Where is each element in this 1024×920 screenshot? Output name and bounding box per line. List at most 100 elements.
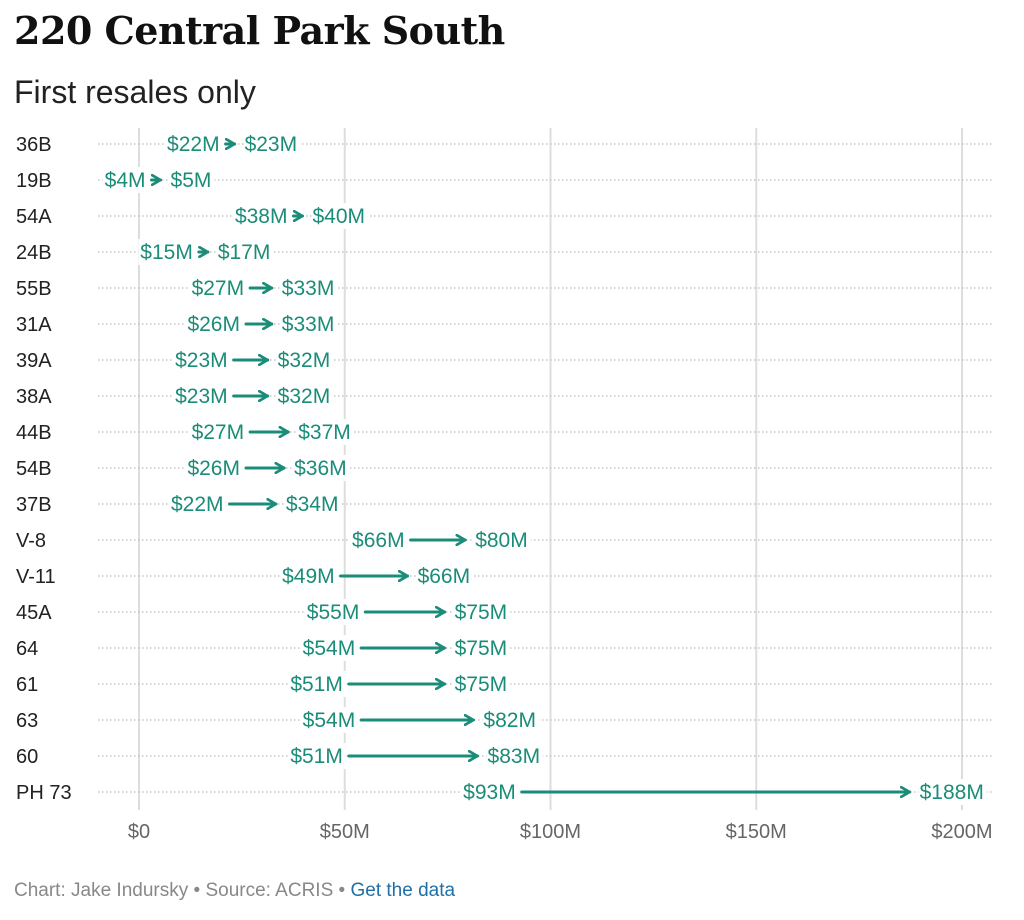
row-label: 44B bbox=[16, 422, 52, 444]
from-value-label: $4M bbox=[105, 169, 146, 192]
label-backing bbox=[169, 167, 215, 193]
label-backing bbox=[461, 779, 520, 805]
from-value-label: $27M bbox=[192, 277, 245, 300]
label-backing bbox=[185, 455, 244, 481]
row-label: 60 bbox=[16, 746, 38, 768]
chart-footer: Chart: Jake Indursky • Source: ACRIS • G… bbox=[14, 880, 455, 902]
footer-credit: Chart: Jake Indursky bbox=[14, 880, 189, 901]
label-backing bbox=[453, 599, 511, 625]
from-value-label: $27M bbox=[192, 421, 245, 444]
row-label: 54B bbox=[16, 458, 52, 480]
row-label: 63 bbox=[16, 710, 38, 732]
to-value-label: $34M bbox=[286, 493, 339, 516]
label-backing bbox=[216, 239, 274, 265]
to-value-label: $40M bbox=[312, 205, 365, 228]
to-value-label: $83M bbox=[488, 745, 541, 768]
from-value-label: $55M bbox=[307, 601, 360, 624]
label-backing bbox=[189, 275, 249, 301]
label-backing bbox=[284, 491, 342, 517]
to-value-label: $33M bbox=[282, 277, 335, 300]
from-value-label: $54M bbox=[303, 709, 356, 732]
from-value-label: $93M bbox=[463, 781, 516, 804]
to-value-label: $75M bbox=[455, 673, 508, 696]
label-backing bbox=[189, 419, 249, 445]
get-the-data-link[interactable]: Get the data bbox=[350, 880, 456, 901]
from-value-label: $23M bbox=[175, 349, 228, 372]
label-backing bbox=[918, 779, 987, 805]
label-backing bbox=[276, 347, 334, 373]
chart-subtitle: First resales only bbox=[14, 74, 256, 110]
row-label: PH 73 bbox=[16, 782, 72, 804]
to-value-label: $23M bbox=[245, 133, 298, 156]
label-backing bbox=[297, 419, 354, 445]
row-label: V-11 bbox=[16, 566, 56, 588]
row-label: 61 bbox=[16, 674, 38, 696]
footer-separator-2: • bbox=[338, 880, 346, 901]
label-backing bbox=[300, 635, 360, 661]
from-value-label: $51M bbox=[290, 745, 343, 768]
from-value-label: $22M bbox=[167, 133, 220, 156]
label-backing bbox=[102, 167, 150, 193]
row-label: 54A bbox=[16, 206, 52, 228]
from-value-label: $15M bbox=[140, 241, 193, 264]
label-backing bbox=[168, 491, 228, 517]
label-backing bbox=[453, 671, 511, 697]
x-tick-label: $50M bbox=[320, 821, 370, 843]
label-backing bbox=[293, 455, 350, 481]
row-label: V-8 bbox=[16, 530, 46, 552]
label-backing bbox=[300, 707, 360, 733]
x-tick-label: $150M bbox=[726, 821, 787, 843]
label-backing bbox=[280, 311, 338, 337]
label-backing bbox=[138, 239, 197, 265]
x-tick-label: $0 bbox=[128, 821, 150, 843]
row-label: 19B bbox=[16, 170, 52, 192]
label-backing bbox=[311, 203, 369, 229]
from-value-label: $22M bbox=[171, 493, 224, 516]
from-value-label: $38M bbox=[235, 205, 288, 228]
row-label: 37B bbox=[16, 494, 52, 516]
label-backing bbox=[165, 131, 224, 157]
from-value-label: $66M bbox=[352, 529, 405, 552]
label-backing bbox=[173, 347, 232, 373]
row-label: 64 bbox=[16, 638, 38, 660]
footer-separator: • bbox=[193, 880, 201, 901]
x-tick-label: $100M bbox=[520, 821, 581, 843]
from-value-label: $23M bbox=[175, 385, 228, 408]
label-backing bbox=[474, 527, 531, 553]
label-backing bbox=[350, 527, 409, 553]
row-label: 45A bbox=[16, 602, 52, 624]
label-backing bbox=[232, 203, 292, 229]
to-value-label: $75M bbox=[455, 601, 508, 624]
row-label: 38A bbox=[16, 386, 52, 408]
label-backing bbox=[304, 599, 364, 625]
label-backing bbox=[288, 671, 347, 697]
label-backing bbox=[416, 563, 474, 589]
to-value-label: $66M bbox=[418, 565, 471, 588]
row-label: 39A bbox=[16, 350, 52, 372]
to-value-label: $33M bbox=[282, 313, 335, 336]
to-value-label: $5M bbox=[171, 169, 212, 192]
to-value-label: $32M bbox=[278, 349, 331, 372]
label-backing bbox=[453, 635, 511, 661]
label-backing bbox=[482, 707, 539, 733]
row-label: 24B bbox=[16, 242, 52, 264]
row-label: 31A bbox=[16, 314, 52, 336]
chart-title: 220 Central Park South bbox=[14, 8, 505, 53]
to-value-label: $37M bbox=[298, 421, 351, 444]
to-value-label: $36M bbox=[294, 457, 347, 480]
label-backing bbox=[173, 383, 232, 409]
from-value-label: $26M bbox=[187, 313, 240, 336]
label-backing bbox=[243, 131, 301, 157]
from-value-label: $54M bbox=[303, 637, 356, 660]
row-label: 36B bbox=[16, 134, 52, 156]
footer-source: Source: ACRIS bbox=[205, 880, 334, 901]
to-value-label: $80M bbox=[475, 529, 528, 552]
arrow-range-chart: 36B $22M $23M 19B $4M $5M 54A $38M $40M 24B $15M $1… bbox=[16, 128, 993, 843]
data-marks: 36B $22M $23M 19B $4M $5M 54A $38M $40M 24B $15M $1… bbox=[16, 131, 987, 805]
to-value-label: $188M bbox=[920, 781, 984, 804]
from-value-label: $26M bbox=[187, 457, 240, 480]
label-backing bbox=[288, 743, 347, 769]
label-backing bbox=[185, 311, 244, 337]
from-value-label: $49M bbox=[282, 565, 335, 588]
label-backing bbox=[276, 383, 334, 409]
